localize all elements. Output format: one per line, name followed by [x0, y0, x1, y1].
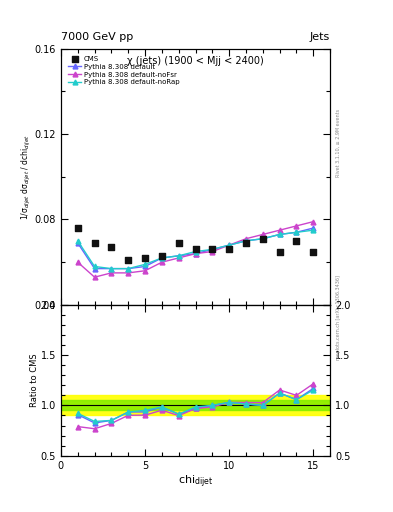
Y-axis label: 1/σ$_{dijet}$ dσ$_{dijet}$ / dchi$_{dijet}$: 1/σ$_{dijet}$ dσ$_{dijet}$ / dchi$_{dije…: [20, 134, 33, 220]
Line: Pythia 8.308 default-noRap: Pythia 8.308 default-noRap: [75, 228, 316, 271]
Pythia 8.308 default: [277, 231, 282, 238]
CMS: [142, 254, 148, 262]
Pythia 8.308 default: [75, 240, 80, 246]
Pythia 8.308 default: [160, 255, 164, 261]
Pythia 8.308 default-noFsr: [75, 259, 80, 265]
Line: Pythia 8.308 default-noFsr: Pythia 8.308 default-noFsr: [75, 219, 316, 280]
Pythia 8.308 default-noRap: [311, 227, 316, 233]
Pythia 8.308 default-noFsr: [143, 268, 147, 274]
Text: 7000 GeV pp: 7000 GeV pp: [61, 32, 133, 42]
CMS: [108, 243, 114, 251]
Text: χ (jets) (1900 < Mjj < 2400): χ (jets) (1900 < Mjj < 2400): [127, 56, 264, 67]
Pythia 8.308 default: [311, 225, 316, 231]
CMS: [176, 239, 182, 247]
Pythia 8.308 default: [227, 242, 231, 248]
Pythia 8.308 default-noRap: [160, 255, 164, 261]
Bar: [61, 400, 330, 411]
Pythia 8.308 default-noRap: [143, 261, 147, 267]
Pythia 8.308 default-noFsr: [294, 223, 299, 229]
Y-axis label: Ratio to CMS: Ratio to CMS: [30, 353, 39, 407]
Line: Pythia 8.308 default: Pythia 8.308 default: [75, 226, 316, 271]
Pythia 8.308 default: [109, 266, 114, 272]
Pythia 8.308 default: [210, 246, 215, 252]
CMS: [243, 239, 249, 247]
Pythia 8.308 default-noFsr: [244, 236, 248, 242]
Pythia 8.308 default-noFsr: [227, 242, 231, 248]
Pythia 8.308 default-noRap: [75, 238, 80, 244]
CMS: [125, 256, 131, 264]
Pythia 8.308 default: [126, 266, 130, 272]
Text: Jets: Jets: [310, 32, 330, 42]
Text: CMS_2012_I1090423: CMS_2012_I1090423: [156, 326, 235, 334]
Pythia 8.308 default-noRap: [294, 229, 299, 236]
CMS: [92, 239, 98, 247]
Pythia 8.308 default-noRap: [176, 253, 181, 259]
Pythia 8.308 default: [294, 229, 299, 236]
X-axis label: chi$_\mathregular{dijet}$: chi$_\mathregular{dijet}$: [178, 473, 213, 489]
Pythia 8.308 default-noRap: [210, 246, 215, 252]
Pythia 8.308 default-noRap: [109, 266, 114, 272]
Pythia 8.308 default: [92, 266, 97, 272]
Pythia 8.308 default-noRap: [193, 248, 198, 254]
Pythia 8.308 default: [244, 238, 248, 244]
CMS: [226, 245, 232, 253]
CMS: [75, 224, 81, 232]
Pythia 8.308 default-noFsr: [193, 250, 198, 257]
Legend: CMS, Pythia 8.308 default, Pythia 8.308 default-noFsr, Pythia 8.308 default-noRa: CMS, Pythia 8.308 default, Pythia 8.308 …: [67, 55, 181, 87]
Bar: [61, 395, 330, 415]
Pythia 8.308 default-noFsr: [126, 270, 130, 276]
Pythia 8.308 default: [176, 253, 181, 259]
Pythia 8.308 default-noRap: [244, 238, 248, 244]
CMS: [159, 252, 165, 260]
CMS: [260, 234, 266, 243]
CMS: [277, 247, 283, 255]
CMS: [193, 245, 198, 253]
Pythia 8.308 default-noRap: [126, 266, 130, 272]
CMS: [209, 245, 215, 253]
Pythia 8.308 default-noRap: [92, 263, 97, 269]
Pythia 8.308 default-noRap: [261, 236, 265, 242]
Pythia 8.308 default-noRap: [277, 231, 282, 238]
Pythia 8.308 default-noFsr: [176, 255, 181, 261]
Pythia 8.308 default: [261, 236, 265, 242]
Pythia 8.308 default: [143, 263, 147, 269]
Pythia 8.308 default-noFsr: [261, 231, 265, 238]
Pythia 8.308 default-noFsr: [277, 227, 282, 233]
CMS: [293, 237, 299, 245]
Pythia 8.308 default-noFsr: [160, 259, 164, 265]
Pythia 8.308 default-noFsr: [210, 248, 215, 254]
Pythia 8.308 default-noFsr: [92, 274, 97, 280]
Text: Rivet 3.1.10, ≥ 2.9M events: Rivet 3.1.10, ≥ 2.9M events: [336, 109, 341, 178]
Text: mcplots.cern.ch [arXiv:1306.3436]: mcplots.cern.ch [arXiv:1306.3436]: [336, 275, 341, 360]
Pythia 8.308 default-noFsr: [109, 270, 114, 276]
Pythia 8.308 default: [193, 250, 198, 257]
Pythia 8.308 default-noRap: [227, 242, 231, 248]
Pythia 8.308 default-noFsr: [311, 219, 316, 225]
CMS: [310, 247, 316, 255]
